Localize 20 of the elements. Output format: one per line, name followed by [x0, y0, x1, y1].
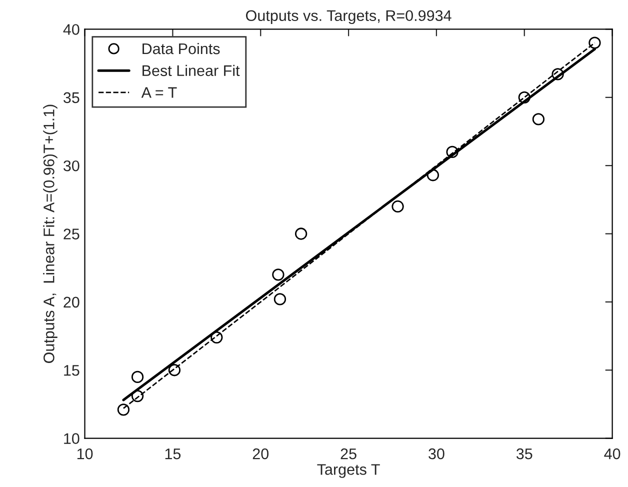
x-tick-label: 35	[516, 448, 532, 460]
x-tick-label: 40	[604, 448, 620, 460]
x-tick-label: 15	[165, 448, 181, 460]
y-tick-label: 15	[64, 365, 80, 376]
x-tick-label: 10	[77, 448, 93, 460]
y-tick-label: 25	[64, 228, 80, 240]
x-tick-label: 20	[252, 448, 269, 460]
y-tick-label: 30	[64, 160, 80, 172]
y-tick-label: 35	[64, 92, 80, 104]
y-axis-title: Outputs A, Linear Fit: A=(0.96)T+(1.1)	[43, 104, 58, 363]
x-axis-title: Targets T	[317, 464, 380, 478]
x-tick-label: 30	[428, 448, 444, 460]
legend-label: Best Linear Fit	[142, 64, 240, 76]
legend-label: Data Points	[142, 42, 220, 54]
x-tick-label: 25	[340, 448, 356, 460]
y-tick-label: 20	[64, 296, 80, 308]
y-tick-label: 10	[64, 433, 80, 444]
y-tick-label: 40	[63, 24, 80, 35]
chart-title: Outputs vs. Targets, R=0.9934	[246, 10, 452, 24]
legend-label: A = T	[141, 87, 177, 98]
